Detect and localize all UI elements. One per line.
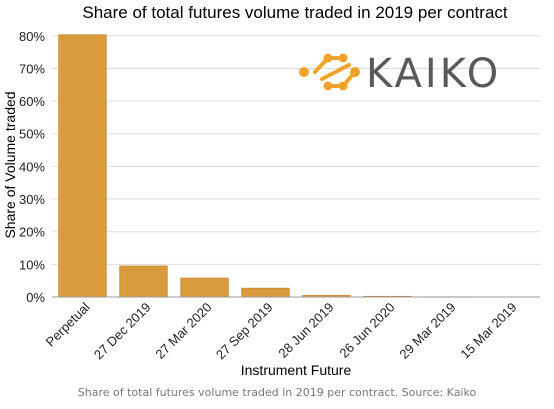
x-tick-label: Perpetual [43, 299, 93, 349]
bar [180, 277, 229, 298]
x-tick-label: 15 Mar 2019 [457, 300, 519, 362]
x-tick-label: 27 Mar 2020 [152, 300, 214, 362]
y-tick-label: 0% [26, 290, 45, 305]
y-tick-label: 60% [19, 94, 45, 109]
x-tick-label: 28 Jun 2019 [275, 300, 336, 361]
y-tick-label: 30% [19, 192, 45, 207]
y-tick-label: 80% [19, 29, 45, 44]
bar [119, 265, 168, 298]
x-tick-label: 27 Sep 2019 [213, 300, 276, 363]
bar [58, 34, 107, 298]
kaiko-logo: KAIKO [299, 51, 501, 97]
y-tick-label: 50% [19, 127, 45, 142]
y-tick-label: 10% [19, 257, 45, 272]
x-tick-label: 27 Dec 2019 [91, 300, 154, 363]
y-axis-label: Share of Volume traded [2, 91, 18, 238]
grid [52, 35, 540, 265]
x-tick-label: 29 Mar 2019 [396, 300, 458, 362]
y-tick-label: 20% [19, 225, 45, 240]
y-tick-label: 40% [19, 159, 45, 174]
bar [241, 287, 290, 298]
y-tick-label: 70% [19, 61, 45, 76]
x-axis-label: Instrument Future [241, 362, 352, 378]
y-axis-ticks: 0% 10% 20% 30% 40% 50% 60% 70% 80% [19, 29, 45, 305]
x-tick-label: 26 Jun 2020 [336, 300, 397, 361]
chart-title: Share of total futures volume traded in … [82, 3, 508, 22]
kaiko-logo-text: KAIKO [366, 51, 501, 97]
figure-caption: Share of total futures volume traded in … [77, 386, 477, 399]
chart: Share of total futures volume traded in … [2, 3, 540, 378]
kaiko-link-icon [313, 56, 357, 88]
